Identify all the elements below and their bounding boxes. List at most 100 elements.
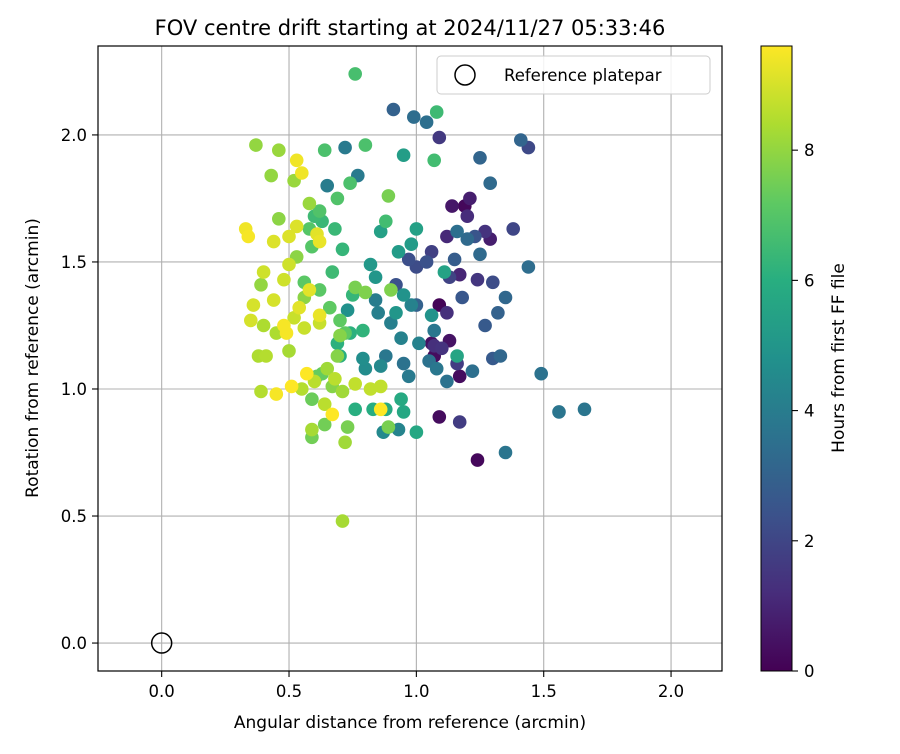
colorbar-tick-label: 6 bbox=[804, 271, 815, 290]
data-point bbox=[264, 168, 279, 183]
data-point bbox=[325, 407, 340, 422]
y-tick-label: 0.0 bbox=[61, 634, 87, 653]
data-point bbox=[340, 420, 355, 434]
data-point bbox=[394, 392, 408, 407]
colorbar-tick-label: 2 bbox=[804, 532, 815, 551]
data-point bbox=[552, 405, 566, 419]
data-point bbox=[335, 242, 350, 257]
data-point bbox=[381, 420, 396, 434]
data-point bbox=[348, 377, 363, 391]
x-axis-label: Angular distance from reference (arcmin) bbox=[234, 713, 586, 733]
data-point bbox=[432, 410, 447, 424]
data-point bbox=[338, 435, 352, 450]
data-point bbox=[440, 306, 454, 320]
data-point bbox=[386, 102, 401, 117]
data-point bbox=[305, 422, 319, 437]
data-point bbox=[356, 323, 370, 338]
data-point bbox=[305, 392, 319, 407]
colorbar-gradient bbox=[760, 45, 793, 672]
data-point bbox=[447, 252, 462, 267]
data-point bbox=[432, 130, 447, 145]
data-point bbox=[335, 514, 350, 528]
data-point bbox=[328, 222, 342, 236]
data-point bbox=[379, 214, 393, 229]
data-point bbox=[256, 318, 271, 333]
data-point bbox=[289, 219, 304, 234]
legend-box bbox=[436, 55, 711, 95]
colorbar-tick-label: 4 bbox=[804, 402, 815, 421]
data-point bbox=[292, 300, 307, 315]
data-point bbox=[396, 356, 411, 371]
data-point bbox=[440, 374, 454, 389]
x-tick-label: 1.5 bbox=[531, 682, 557, 701]
y-axis-label: Rotation from reference (arcmin) bbox=[23, 218, 43, 498]
data-point bbox=[384, 283, 398, 297]
data-point bbox=[279, 326, 294, 340]
data-point bbox=[498, 290, 513, 305]
x-gridlines bbox=[161, 46, 672, 671]
y-gridlines bbox=[98, 134, 722, 644]
data-point bbox=[373, 379, 388, 394]
y-tick-label: 1.0 bbox=[61, 380, 87, 399]
data-point bbox=[460, 209, 475, 223]
data-point bbox=[404, 298, 419, 312]
data-point bbox=[348, 67, 363, 81]
data-point bbox=[323, 300, 337, 315]
data-point bbox=[333, 328, 347, 343]
data-point bbox=[452, 369, 467, 384]
colorbar-tick-label: 8 bbox=[804, 141, 815, 160]
y-tick-label: 0.5 bbox=[61, 507, 87, 526]
data-point bbox=[320, 178, 335, 193]
data-point bbox=[394, 331, 408, 346]
data-point bbox=[391, 245, 406, 259]
data-point bbox=[470, 272, 485, 287]
data-point bbox=[295, 166, 309, 180]
data-point bbox=[333, 313, 347, 328]
data-point bbox=[358, 138, 373, 152]
data-point bbox=[340, 303, 355, 318]
legend: Reference platepar bbox=[436, 55, 711, 95]
data-point bbox=[407, 110, 421, 124]
data-point bbox=[463, 191, 477, 206]
data-point bbox=[483, 176, 498, 190]
data-point bbox=[429, 105, 444, 119]
data-point bbox=[302, 196, 317, 211]
data-point bbox=[295, 382, 309, 396]
y-axis-ticks: 0.0 0.5 1.0 1.5 2.0 bbox=[61, 126, 98, 653]
data-point bbox=[534, 366, 548, 381]
data-point bbox=[465, 364, 480, 379]
data-point bbox=[312, 308, 327, 323]
data-point bbox=[401, 252, 416, 267]
data-point bbox=[325, 265, 340, 279]
data-point bbox=[266, 234, 281, 249]
data-point bbox=[437, 265, 452, 279]
legend-reference-marker bbox=[454, 64, 476, 86]
data-point bbox=[363, 257, 378, 272]
data-point bbox=[514, 133, 528, 147]
data-point bbox=[363, 382, 378, 396]
data-points bbox=[238, 67, 592, 528]
data-point bbox=[412, 336, 426, 351]
data-point bbox=[317, 397, 332, 412]
data-point bbox=[312, 204, 327, 218]
data-point bbox=[368, 293, 383, 307]
y-tick-label: 2.0 bbox=[61, 126, 87, 145]
data-point bbox=[320, 361, 335, 376]
data-point bbox=[373, 224, 388, 239]
data-point bbox=[486, 275, 500, 290]
data-point bbox=[282, 344, 296, 358]
data-point bbox=[445, 199, 459, 213]
data-point bbox=[396, 405, 411, 419]
data-point bbox=[404, 237, 419, 251]
data-point bbox=[396, 288, 411, 302]
data-point bbox=[427, 323, 442, 338]
data-point bbox=[348, 280, 363, 295]
data-point bbox=[379, 349, 393, 363]
x-tick-label: 0.5 bbox=[276, 682, 302, 701]
data-point bbox=[455, 290, 470, 305]
data-point bbox=[381, 189, 396, 203]
data-point bbox=[419, 255, 434, 269]
data-point bbox=[371, 306, 386, 320]
